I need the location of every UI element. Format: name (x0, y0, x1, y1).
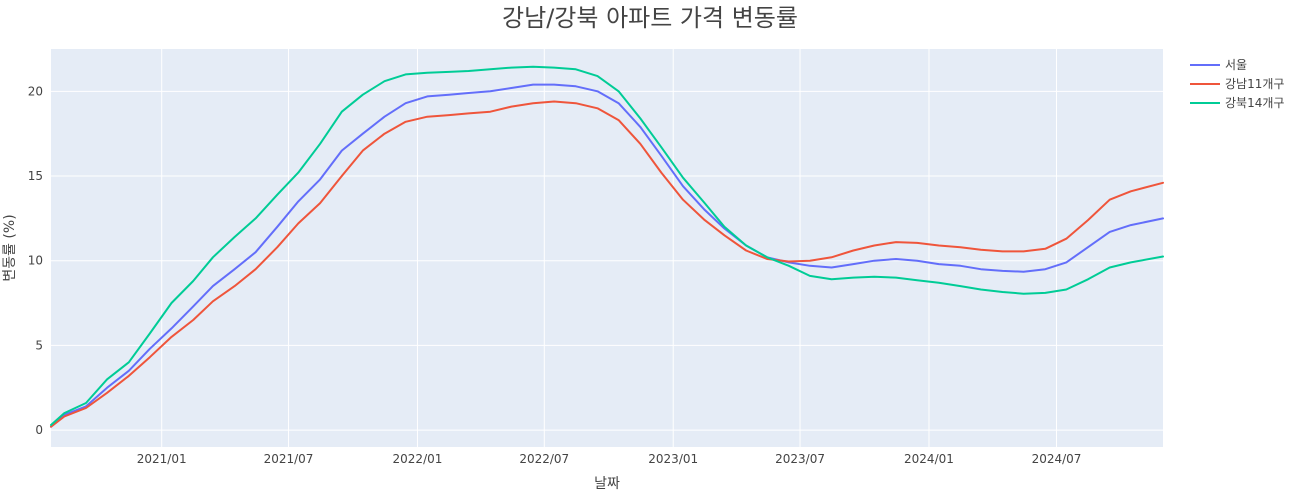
y-tick-label: 0 (35, 423, 43, 437)
y-tick-layer: 0 5 10 15 20 (28, 84, 43, 437)
legend-label: 강남11개구 (1225, 77, 1284, 91)
series-layer[interactable] (50, 65, 1164, 428)
x-tick-label: 2021/01 (137, 452, 187, 466)
x-tick-label: 2023/01 (648, 452, 698, 466)
x-axis-title: 날짜 (594, 476, 620, 492)
legend-item[interactable]: 강남11개구 (1190, 77, 1284, 91)
y-tick-label: 10 (28, 254, 43, 268)
x-tick-label: 2023/07 (775, 452, 825, 466)
series-line[interactable] (50, 65, 1164, 426)
grid-layer (51, 49, 1163, 447)
x-tick-label: 2021/07 (264, 452, 314, 466)
x-tick-layer: 2021/01 2021/07 2022/01 2022/07 2023/01 2023/… (137, 452, 1082, 466)
y-tick-label: 5 (35, 338, 43, 352)
plot-background (51, 49, 1163, 447)
legend-item[interactable]: 서울 (1190, 58, 1247, 72)
x-tick-label: 2022/07 (519, 452, 569, 466)
legend-label: 서울 (1225, 58, 1247, 72)
y-tick-label: 20 (28, 84, 43, 98)
x-tick-label: 2024/07 (1032, 452, 1082, 466)
x-tick-label: 2022/01 (393, 452, 443, 466)
series-line[interactable] (50, 83, 1164, 428)
x-tick-label: 2024/01 (904, 452, 954, 466)
y-axis-title: 변동률 (%) (2, 214, 18, 281)
series-line[interactable] (50, 100, 1164, 428)
legend-label: 강북14개구 (1225, 96, 1284, 110)
legend-item[interactable]: 강북14개구 (1190, 96, 1284, 110)
y-tick-label: 15 (28, 169, 43, 183)
chart-title: 강남/강북 아파트 가격 변동률 (502, 4, 798, 32)
